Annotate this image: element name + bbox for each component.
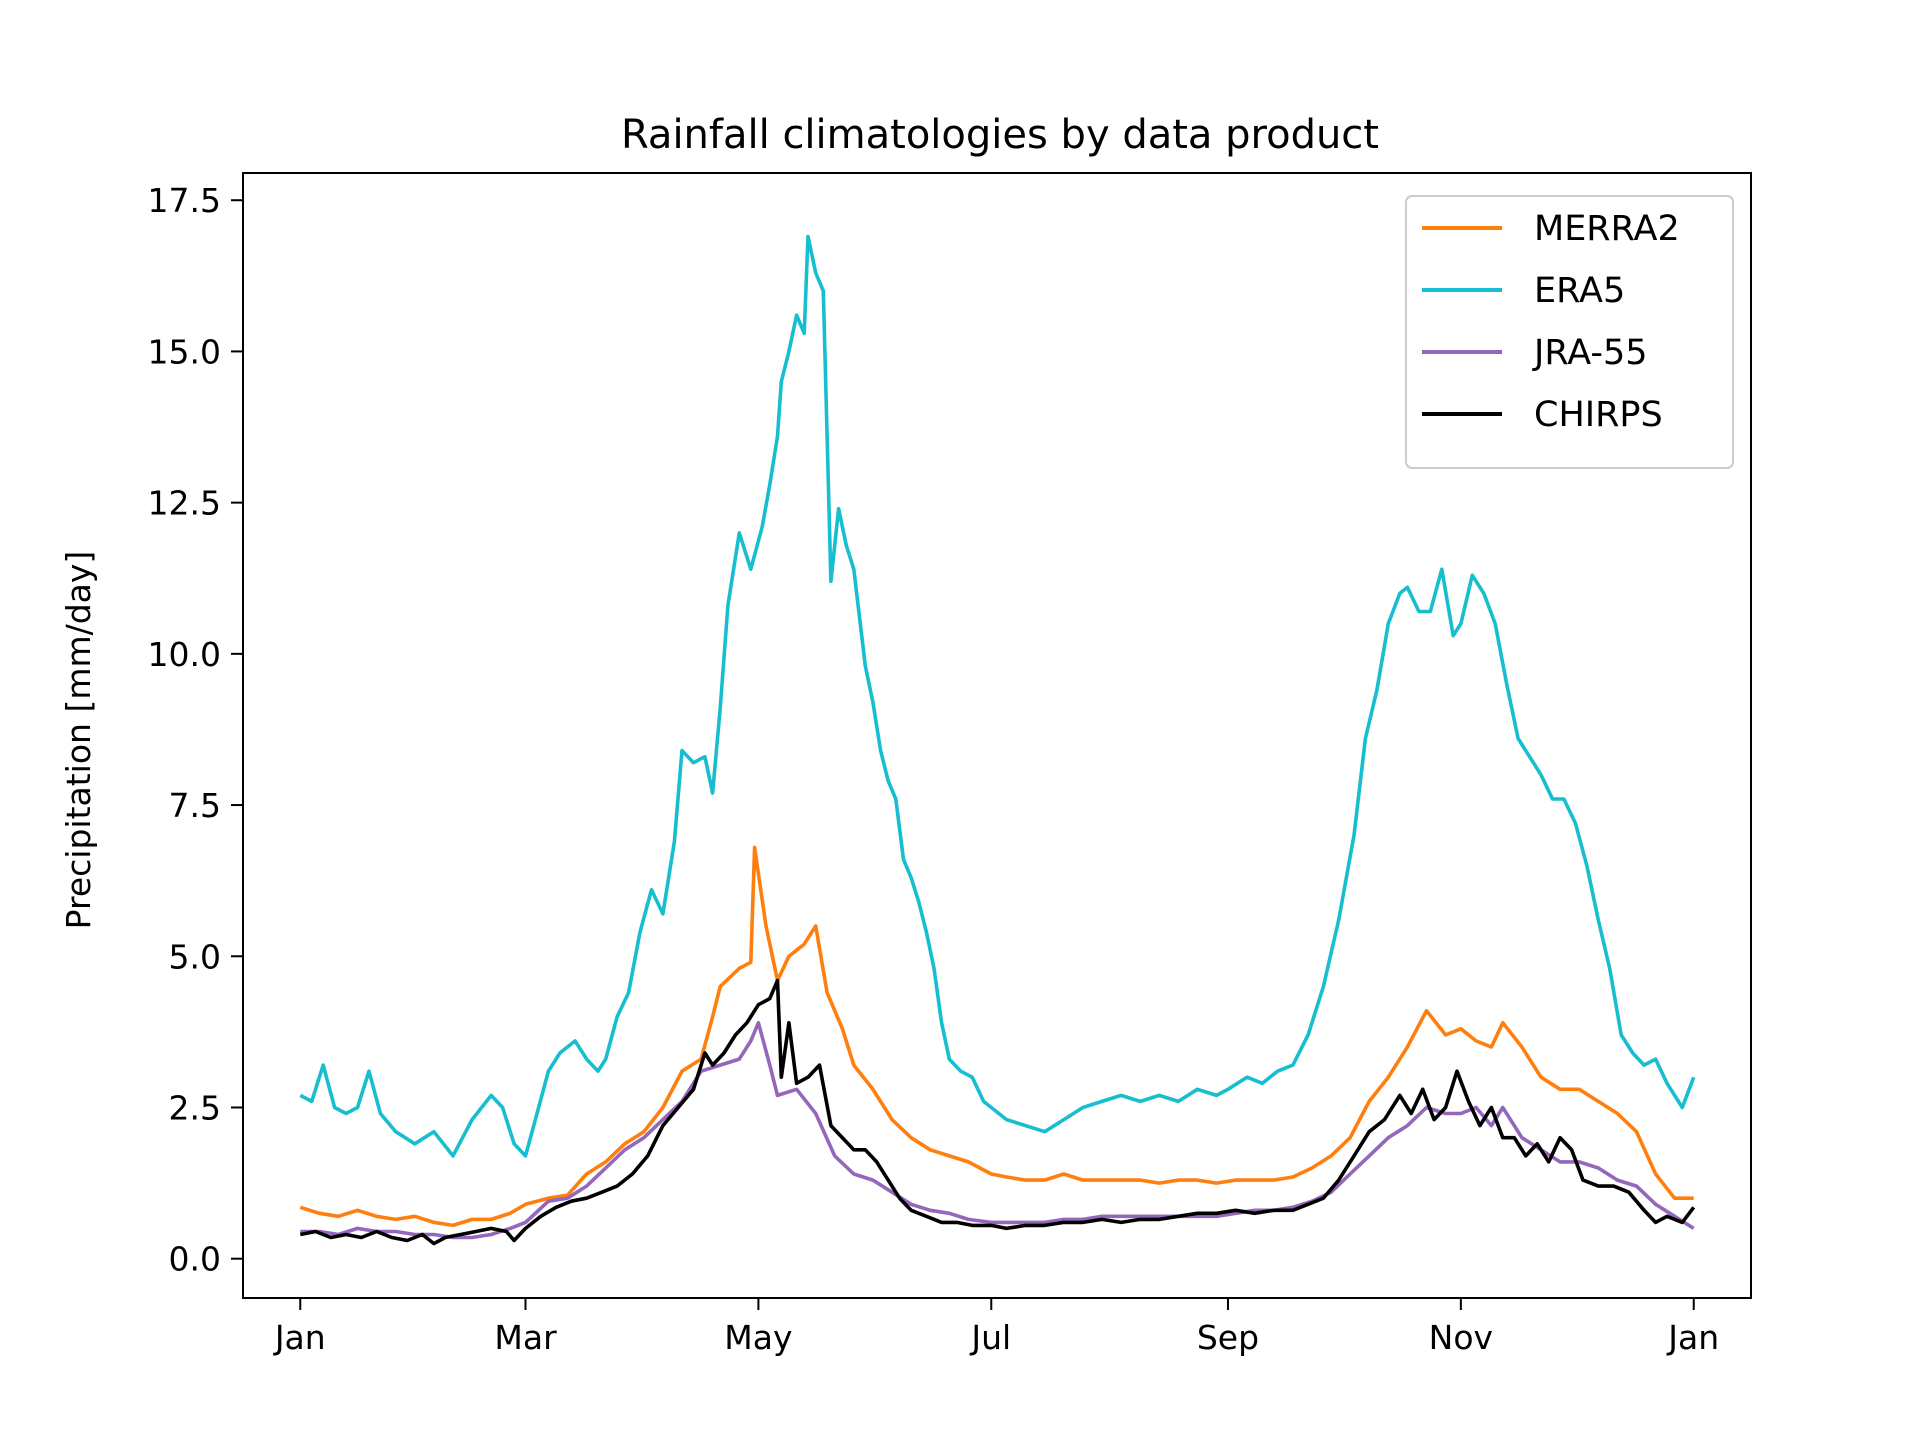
series-line-era5 <box>299 234 1696 1158</box>
legend-label-merra2: MERRA2 <box>1534 209 1680 249</box>
y-tick-label: 5.0 <box>169 937 221 976</box>
x-tick-label: Jul <box>969 1318 1011 1357</box>
y-tick-label: 12.5 <box>148 484 221 523</box>
legend-label-era5: ERA5 <box>1534 271 1625 311</box>
y-axis: 0.0 2.5 5.0 7.5 10.0 12.5 15.0 17.5 <box>148 181 243 1279</box>
series-line-jra-55 <box>300 1021 1695 1240</box>
legend-label-chirps: CHIRPS <box>1534 395 1663 435</box>
y-tick-label: 2.5 <box>169 1088 221 1127</box>
plot-frame <box>242 172 1752 1299</box>
y-tick-label: 15.0 <box>148 332 221 371</box>
series-line-merra2 <box>299 845 1694 1228</box>
x-axis: Jan Mar May Jul Sep Nov Jan <box>273 1298 1719 1357</box>
series-line-chirps <box>299 978 1696 1246</box>
y-tick-label: 7.5 <box>169 786 221 825</box>
series-layer <box>299 234 1696 1246</box>
x-tick-label: Nov <box>1429 1318 1493 1357</box>
y-tick-label: 10.0 <box>148 635 221 674</box>
legend-label-jra-55: JRA-55 <box>1532 333 1648 373</box>
x-tick-label: Mar <box>494 1318 557 1357</box>
x-tick-label: Jan <box>273 1318 326 1357</box>
chart-title: Rainfall climatologies by data product <box>621 112 1379 158</box>
y-axis-title: Precipitation [mm/day] <box>59 551 98 930</box>
x-tick-label: May <box>724 1318 792 1357</box>
legend-box <box>1405 195 1734 469</box>
legend: MERRA2 ERA5 JRA-55 CHIRPS <box>1405 195 1734 469</box>
y-tick-label: 0.0 <box>169 1240 221 1279</box>
x-tick-label: Jan <box>1666 1318 1719 1357</box>
y-tick-label: 17.5 <box>148 181 221 220</box>
x-tick-label: Sep <box>1197 1318 1259 1357</box>
